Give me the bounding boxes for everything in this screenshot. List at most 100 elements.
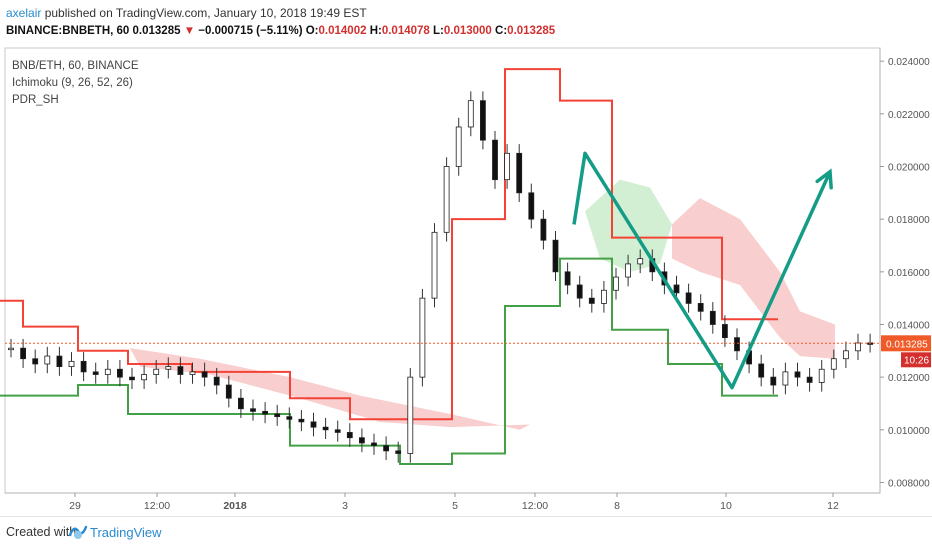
current-price-tag	[881, 335, 931, 352]
x-tick-label: 3	[342, 500, 348, 512]
current-price-label: 0.013285	[886, 339, 928, 350]
published-text: published on TradingView.com, January 10…	[44, 6, 367, 20]
footer-bar: Created with TradingView	[0, 516, 932, 551]
tradingview-brand[interactable]: TradingView	[90, 525, 162, 540]
candle	[794, 371, 801, 378]
open-value: 0.014002	[318, 25, 367, 37]
x-tick-label: 10	[720, 500, 732, 512]
candle	[80, 360, 87, 373]
candle	[32, 358, 39, 365]
ticker-line: BINANCE:BNBETH, 60 0.013285 ▼ −0.000715 …	[6, 25, 555, 37]
candle	[153, 368, 160, 375]
y-tick-label: 0.024000	[888, 57, 930, 68]
candle	[806, 376, 813, 383]
candle	[104, 368, 111, 375]
candle	[395, 450, 402, 454]
support-step-line	[0, 257, 778, 466]
candle	[334, 429, 341, 433]
candle	[843, 350, 849, 360]
candle	[44, 355, 51, 365]
candle	[274, 413, 281, 418]
candle	[56, 355, 63, 368]
legend-symbol[interactable]: BNB/ETH, 60, BINANCE	[12, 60, 139, 72]
high-value: 0.014078	[381, 25, 430, 37]
publish-info: axelair published on TradingView.com, Ja…	[6, 6, 367, 20]
candle	[479, 100, 486, 141]
candle	[262, 410, 269, 415]
candle	[165, 366, 172, 370]
candle	[298, 418, 305, 423]
candle	[709, 310, 716, 325]
candle	[625, 263, 631, 278]
candle	[431, 231, 438, 299]
candle	[177, 366, 184, 375]
close-value: 0.013285	[507, 25, 556, 37]
candle	[697, 303, 704, 312]
candle	[722, 324, 728, 339]
legend-pdr[interactable]: PDR_SH	[12, 94, 59, 106]
y-tick-label: 0.018000	[888, 215, 930, 226]
candle	[455, 126, 462, 167]
candle	[552, 239, 559, 273]
candle	[588, 297, 595, 304]
y-tick-label: 0.010000	[888, 426, 930, 437]
ichimoku-cloud-red	[130, 348, 530, 430]
candle	[782, 371, 789, 386]
x-tick-label: 12	[827, 500, 839, 512]
candle	[286, 416, 293, 420]
candle	[685, 292, 692, 304]
author-link[interactable]: axelair	[6, 6, 42, 20]
candle	[92, 371, 99, 375]
candle	[141, 374, 148, 381]
candle	[201, 371, 208, 378]
tradingview-logo-icon[interactable]	[68, 523, 88, 541]
open-label: O:	[305, 25, 319, 37]
candle	[117, 368, 123, 378]
price-chart[interactable]: 0.024000 0.022000 0.020000 0.018000 0.016000…	[0, 0, 932, 516]
candle	[419, 297, 426, 378]
candle	[601, 289, 607, 304]
created-with-text: Created with	[6, 525, 77, 539]
candle	[237, 397, 244, 410]
candle	[770, 376, 777, 386]
candle	[310, 421, 317, 428]
x-tick-label: 29	[69, 500, 81, 512]
candle	[225, 384, 232, 399]
x-tick-label: 12:00	[144, 500, 170, 512]
candle	[734, 337, 740, 352]
last-price: 0.013285	[132, 25, 181, 37]
close-label: C:	[495, 25, 508, 37]
candle	[213, 376, 220, 386]
candle	[371, 442, 377, 447]
candle	[613, 276, 619, 291]
candle	[129, 376, 135, 381]
price-change: −0.000715 (−5.11%)	[198, 25, 303, 37]
countdown-label: 10:26	[904, 355, 929, 366]
x-tick-label: 2018	[223, 500, 247, 512]
candle	[189, 371, 196, 375]
candle	[492, 139, 498, 181]
candle	[637, 258, 644, 265]
legend-ichimoku[interactable]: Ichimoku (9, 26, 52, 26)	[12, 77, 133, 89]
symbol-label: BINANCE:BNBETH, 60	[6, 25, 130, 37]
candle	[516, 152, 523, 194]
down-arrow-icon: ▼	[183, 25, 196, 37]
arrowhead-icon	[815, 168, 833, 190]
y-tick-label: 0.016000	[888, 268, 930, 279]
candle	[20, 347, 27, 360]
candle	[564, 271, 571, 286]
low-value: 0.013000	[443, 25, 492, 37]
x-tick-label: 8	[614, 500, 620, 512]
candle	[358, 437, 365, 444]
candle	[407, 376, 414, 454]
candle	[383, 445, 390, 452]
candle	[830, 358, 837, 370]
candle	[443, 166, 450, 233]
candle	[250, 408, 256, 412]
candle	[818, 368, 825, 383]
candle	[576, 284, 583, 299]
resistance-step-line	[0, 68, 778, 421]
y-tick-label: 0.008000	[888, 478, 930, 489]
y-tick-label: 0.020000	[888, 162, 930, 173]
candle	[528, 192, 535, 220]
